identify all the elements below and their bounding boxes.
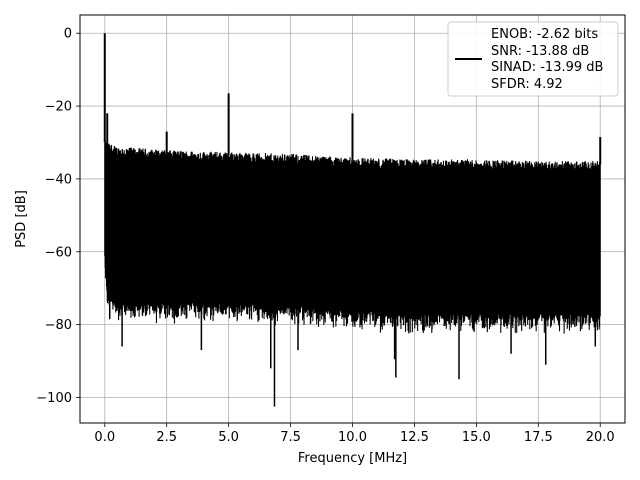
y-tick-label: −20 bbox=[45, 100, 72, 115]
legend-line-sinad: SINAD: -13.99 dB bbox=[491, 60, 603, 75]
y-tick-label: −40 bbox=[45, 172, 72, 187]
y-tick-label: −60 bbox=[45, 245, 72, 260]
legend: ENOB: -2.62 bits SNR: -13.88 dB SINAD: -… bbox=[447, 21, 619, 97]
x-axis-label: Frequency [MHz] bbox=[298, 451, 407, 466]
legend-box bbox=[447, 21, 619, 97]
x-tick-label: 10.0 bbox=[338, 430, 367, 445]
x-tick-label: 12.5 bbox=[400, 430, 429, 445]
x-tick-label: 15.0 bbox=[462, 430, 491, 445]
legend-line-sfdr: SFDR: 4.92 bbox=[491, 77, 563, 92]
plot-area bbox=[103, 33, 602, 407]
legend-line-snr: SNR: -13.88 dB bbox=[491, 44, 589, 59]
x-tick-label: 17.5 bbox=[524, 430, 553, 445]
y-tick-label: −80 bbox=[45, 318, 72, 333]
x-tick-label: 2.5 bbox=[156, 430, 177, 445]
x-tick-label: 7.5 bbox=[280, 430, 301, 445]
y-axis-label: PSD [dB] bbox=[14, 190, 29, 248]
psd-series bbox=[103, 33, 602, 407]
y-axis-ticks: 0 −20 −40 −60 −80 −100 bbox=[36, 27, 80, 406]
x-tick-label: 20.0 bbox=[586, 430, 615, 445]
y-tick-label: 0 bbox=[64, 27, 72, 42]
y-tick-label: −100 bbox=[36, 391, 72, 406]
legend-line-enob: ENOB: -2.62 bits bbox=[491, 27, 598, 42]
x-axis-ticks: 0.0 2.5 5.0 7.5 10.0 12.5 15.0 17.5 20.0 bbox=[94, 423, 615, 445]
x-tick-label: 5.0 bbox=[218, 430, 239, 445]
x-tick-label: 0.0 bbox=[94, 430, 115, 445]
psd-noise-band bbox=[104, 142, 601, 307]
